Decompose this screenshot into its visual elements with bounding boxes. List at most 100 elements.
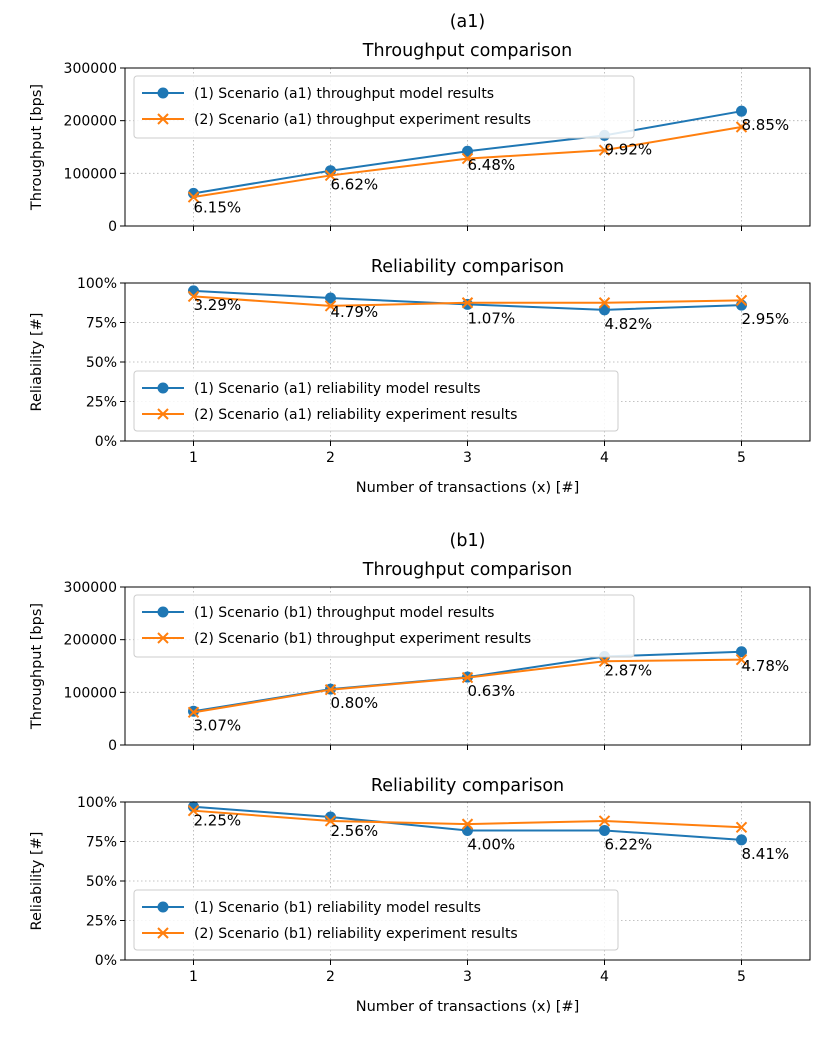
legend-swatch-marker (157, 927, 169, 939)
legend-swatch-marker (157, 901, 169, 913)
difference-annotation: 0.63% (468, 682, 516, 700)
data-point-experiment (735, 653, 748, 666)
difference-annotation: 4.78% (742, 657, 790, 675)
difference-annotation: 8.41% (742, 845, 790, 863)
y-axis-label: Throughput [bps] (29, 603, 45, 730)
axes-frame (124, 801, 811, 961)
chart-panel-b1-throughput: (b1) Throughput comparison 0 100000 200000 30… (29, 531, 811, 754)
y-tick-label: 100% (77, 276, 117, 292)
data-point-model (188, 285, 199, 297)
legend-box (133, 370, 619, 432)
difference-annotation: 2.95% (742, 310, 790, 328)
legend-swatch-marker (157, 408, 169, 420)
y-tick-label: 300000 (64, 61, 117, 77)
data-point-experiment (735, 121, 748, 133)
legend-swatch-marker (157, 382, 169, 394)
legend-box (133, 594, 635, 658)
data-point-experiment (187, 804, 200, 817)
legend: (1) Scenario (a1) throughput model resul… (133, 75, 635, 139)
y-axis-label: Reliability [#] (29, 313, 45, 412)
x-axis-label: Number of transactions (x) [#] (356, 999, 579, 1015)
y-tick-label: 200000 (64, 633, 117, 649)
y-tick-label: 75% (86, 316, 117, 332)
data-point-model (736, 646, 747, 658)
x-tick-label: 2 (326, 450, 335, 466)
data-point-experiment (461, 152, 474, 165)
data-point-experiment (598, 815, 611, 827)
x-tick-label: 5 (737, 450, 746, 466)
x-tick-label: 4 (600, 450, 609, 466)
legend-entry-label: (1) Scenario (b1) throughput model resul… (194, 605, 494, 621)
y-tick-label: 50% (86, 874, 117, 890)
x-tick-label: 2 (326, 969, 335, 985)
data-point-model (599, 824, 610, 836)
legend-entry-label: (1) Scenario (a1) throughput model resul… (194, 86, 494, 102)
legend-entry-label: (2) Scenario (a1) throughput experiment … (194, 112, 531, 128)
y-tick-label: 300000 (64, 580, 117, 596)
chart-title-line: Reliability comparison (371, 257, 564, 277)
axes-frame (124, 586, 811, 746)
difference-annotation: 1.07% (468, 309, 516, 327)
y-tick-label: 200000 (64, 114, 117, 130)
chart-title-line: Reliability comparison (371, 776, 564, 796)
difference-annotation: 3.07% (194, 716, 242, 734)
difference-annotation: 6.48% (468, 156, 516, 174)
legend-entry-label: (1) Scenario (a1) reliability model resu… (194, 381, 481, 397)
difference-annotation: 2.87% (605, 662, 653, 680)
chart-title-line: (a1) (450, 12, 486, 32)
data-point-model (462, 145, 473, 157)
difference-annotation: 0.80% (331, 694, 379, 712)
y-tick-label: 100% (77, 795, 117, 811)
chart-panel-a1-throughput: (a1) Throughput comparison 0 100000 200000 30… (29, 12, 811, 235)
chart-title-line: (b1) (450, 531, 486, 551)
y-tick-label: 25% (86, 395, 117, 411)
data-point-experiment (324, 169, 337, 182)
difference-annotation: 8.85% (742, 116, 790, 134)
x-tick-label: 3 (463, 969, 472, 985)
x-axis-label: Number of transactions (x) [#] (356, 480, 579, 496)
chart-title-line: Throughput comparison (362, 560, 572, 580)
legend-entry-label: (2) Scenario (b1) throughput experiment … (194, 631, 531, 647)
y-tick-label: 0% (95, 953, 117, 969)
difference-annotation: 6.15% (194, 198, 242, 216)
y-tick-label: 100000 (64, 685, 117, 701)
difference-annotation: 6.22% (605, 835, 653, 853)
legend-swatch-marker (157, 87, 169, 99)
x-tick-label: 5 (737, 969, 746, 985)
data-point-experiment (598, 655, 611, 667)
data-point-experiment (735, 294, 748, 307)
data-point-experiment (324, 683, 337, 696)
data-point-model (188, 801, 199, 813)
legend: (1) Scenario (a1) reliability model resu… (133, 370, 619, 432)
y-axis-label: Reliability [#] (29, 832, 45, 931)
data-point-experiment (187, 191, 200, 203)
x-tick-label: 4 (600, 969, 609, 985)
data-point-model (736, 834, 747, 846)
y-tick-label: 0 (108, 219, 117, 235)
difference-annotation: 4.82% (605, 315, 653, 333)
legend-entry-label: (2) Scenario (b1) reliability experiment… (194, 926, 518, 942)
data-point-model (325, 292, 336, 304)
chart-title-line: Throughput comparison (362, 41, 572, 61)
difference-annotation: 4.79% (331, 303, 379, 321)
legend-box (133, 75, 635, 139)
y-tick-label: 25% (86, 914, 117, 930)
x-tick-label: 3 (463, 450, 472, 466)
data-point-model (736, 105, 747, 117)
data-point-experiment (324, 815, 337, 827)
y-tick-label: 100000 (64, 166, 117, 182)
data-point-experiment (461, 671, 474, 684)
data-point-model (599, 304, 610, 316)
y-tick-label: 50% (86, 355, 117, 371)
difference-annotation: 4.00% (468, 835, 516, 853)
legend-swatch-marker (157, 606, 169, 618)
data-point-experiment (187, 290, 200, 303)
data-point-model (462, 298, 473, 310)
x-tick-label: 1 (189, 450, 198, 466)
difference-annotation: 2.25% (194, 812, 242, 830)
difference-annotation: 9.92% (605, 140, 653, 158)
legend-box (133, 889, 619, 951)
